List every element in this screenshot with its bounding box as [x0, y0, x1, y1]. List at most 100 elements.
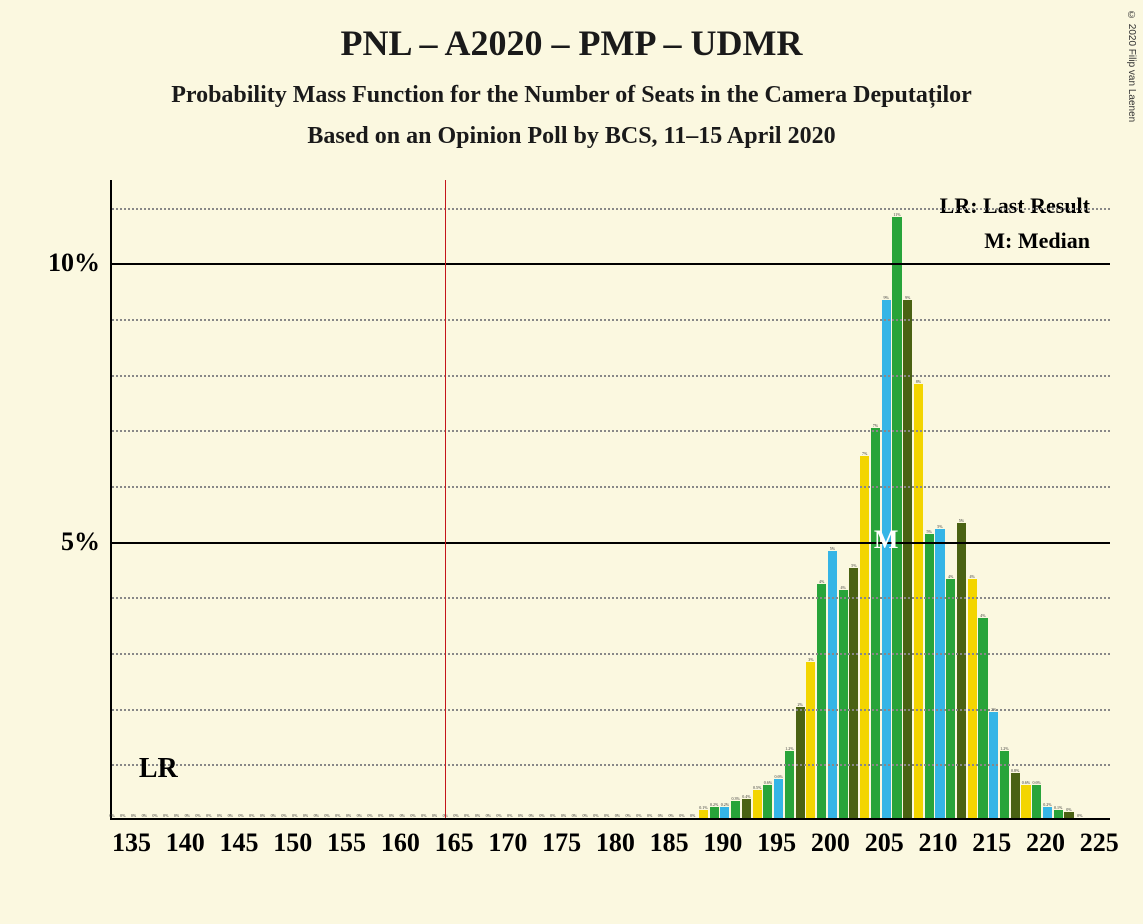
bar-value-label: 0%: [529, 813, 534, 818]
x-axis-label: 150: [273, 828, 312, 858]
bar-value-label: 0.2%: [721, 802, 729, 807]
bar: 5%: [849, 568, 858, 818]
bar-value-label: 0.6%: [1033, 780, 1041, 785]
bar-value-label: 7%: [862, 451, 867, 456]
bar-value-label: 0%: [475, 813, 480, 818]
bar-value-label: 0.1%: [699, 805, 707, 810]
bar-value-label: 0%: [271, 813, 276, 818]
bar-value-label: 0.3%: [731, 796, 739, 801]
bar-value-label: 0.8%: [1011, 768, 1019, 773]
copyright-text: © 2020 Filip van Laenen: [1126, 10, 1137, 122]
plot-area: LR: Last Result M: Median 0%0%0%0%0%0%0%…: [110, 180, 1110, 820]
gridline-minor: [112, 208, 1110, 210]
bar-value-label: 11%: [893, 212, 900, 217]
bar-value-label: 7%: [873, 423, 878, 428]
bar-value-label: 0%: [120, 813, 125, 818]
bar-value-label: 0%: [550, 813, 555, 818]
chart-subtitle-1: Probability Mass Function for the Number…: [0, 64, 1143, 109]
bar-value-label: 0%: [421, 813, 426, 818]
y-axis: 5% 10%: [40, 180, 110, 820]
bar-value-label: 0%: [496, 813, 501, 818]
bar-value-label: 0%: [658, 813, 663, 818]
bar-value-label: 5%: [851, 563, 856, 568]
x-axis-label: 205: [865, 828, 904, 858]
bar-value-label: 0%: [303, 813, 308, 818]
bar-value-label: 0%: [572, 813, 577, 818]
bar-value-label: 0%: [142, 813, 147, 818]
bar-value-label: 0%: [410, 813, 415, 818]
bar: 1.2%: [1000, 751, 1009, 818]
bar-value-label: 0%: [389, 813, 394, 818]
bar-value-label: 0%: [690, 813, 695, 818]
lr-vertical-line: [445, 180, 446, 818]
bar: 0.4%: [742, 799, 751, 818]
bar-value-label: 0%: [324, 813, 329, 818]
x-axis-label: 200: [811, 828, 850, 858]
x-axis-label: 165: [435, 828, 474, 858]
chart-container: 5%10% LR: Last Result M: Median 0%0%0%0%…: [40, 180, 1120, 870]
bar-value-label: 0%: [647, 813, 652, 818]
x-axis-label: 170: [488, 828, 527, 858]
gridline-minor: [112, 430, 1110, 432]
bar: 11%: [892, 217, 901, 818]
bar: 5%: [935, 529, 944, 818]
bar-value-label: 0%: [679, 813, 684, 818]
gridline-major: [112, 542, 1110, 544]
bar-value-label: 0%: [668, 813, 673, 818]
bar: 0.6%: [774, 779, 783, 818]
x-axis-label: 215: [972, 828, 1011, 858]
gridline-minor: [112, 375, 1110, 377]
bar-value-label: 0%: [314, 813, 319, 818]
bar-value-label: 0%: [109, 813, 114, 818]
x-axis-label: 210: [918, 828, 957, 858]
bar-value-label: 0%: [1077, 813, 1082, 818]
y-axis-label: 10%: [48, 248, 100, 278]
x-axis-label: 225: [1080, 828, 1119, 858]
bar: 4%: [978, 618, 987, 818]
bar-value-label: 0.6%: [764, 780, 772, 785]
bar-value-label: 0%: [238, 813, 243, 818]
bar: 4%: [968, 579, 977, 818]
bar-value-label: 0.2%: [710, 802, 718, 807]
bar-value-label: 0%: [346, 813, 351, 818]
gridline-minor: [112, 597, 1110, 599]
x-axis-label: 190: [703, 828, 742, 858]
bar-value-label: 0%: [486, 813, 491, 818]
x-axis-label: 220: [1026, 828, 1065, 858]
bar-value-label: 0%: [518, 813, 523, 818]
bar-value-label: 0%: [615, 813, 620, 818]
bar-value-label: 0.4%: [742, 794, 750, 799]
y-axis-label: 5%: [61, 527, 100, 557]
bar-value-label: 0%: [292, 813, 297, 818]
bar-value-label: 1.2%: [785, 746, 793, 751]
bar-value-label: 2%: [797, 702, 802, 707]
chart-subtitle-2: Based on an Opinion Poll by BCS, 11–15 A…: [0, 109, 1143, 150]
bar-value-label: 0%: [561, 813, 566, 818]
bar-value-label: 0%: [357, 813, 362, 818]
bar-value-label: 4%: [980, 613, 985, 618]
x-axis-label: 135: [112, 828, 151, 858]
bar-value-label: 0%: [453, 813, 458, 818]
bar-value-label: 0%: [163, 813, 168, 818]
bar-value-label: 0.1%: [1054, 805, 1062, 810]
bar: 3%: [806, 662, 815, 818]
m-marker-label: M: [874, 525, 899, 555]
bar: 0%: [1064, 812, 1073, 818]
gridline-minor: [112, 764, 1110, 766]
bar: 0.3%: [731, 801, 740, 818]
x-axis-label: 160: [381, 828, 420, 858]
bar-value-label: 0.6%: [1022, 780, 1030, 785]
x-axis-label: 185: [650, 828, 689, 858]
bar-value-label: 5%: [927, 529, 932, 534]
x-axis-label: 155: [327, 828, 366, 858]
bar-value-label: 0%: [228, 813, 233, 818]
bar: 0.6%: [1032, 785, 1041, 818]
gridline-minor: [112, 653, 1110, 655]
bar: 0.2%: [1043, 807, 1052, 818]
bar-value-label: 0%: [464, 813, 469, 818]
bar-value-label: 4%: [970, 574, 975, 579]
bar: 0.1%: [699, 810, 708, 818]
bar-value-label: 0%: [206, 813, 211, 818]
x-axis-label: 175: [542, 828, 581, 858]
bar-value-label: 9%: [905, 295, 910, 300]
